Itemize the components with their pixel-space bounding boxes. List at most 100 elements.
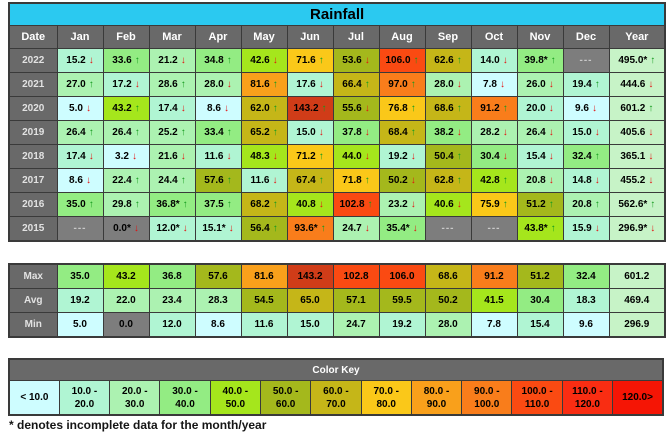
year-total-cell: 405.6 ↓ xyxy=(608,120,666,145)
rainfall-cell: 26.4 ↑ xyxy=(102,120,150,145)
key-bin-range-top: 90.0 - xyxy=(474,385,500,397)
rainfall-cell: 50.4 ↑ xyxy=(424,144,472,169)
up-arrow-icon: ↑ xyxy=(88,127,94,138)
rainfall-cell: 29.8 ↑ xyxy=(102,192,150,217)
rainfall-cell: 21.2 ↓ xyxy=(148,48,196,73)
up-arrow-icon: ↑ xyxy=(648,103,654,114)
down-arrow-icon: ↓ xyxy=(318,199,324,210)
cell-value: 71.8 xyxy=(342,175,362,186)
date-column-header: Date xyxy=(8,25,58,49)
column-header-aug: Aug xyxy=(378,25,426,49)
down-arrow-icon: ↓ xyxy=(133,223,139,234)
down-arrow-icon: ↓ xyxy=(499,79,505,90)
cell-value: 17.6 xyxy=(296,79,316,90)
rainfall-cell: 55.6 ↓ xyxy=(332,96,380,121)
stats-cell: 11.6 xyxy=(240,312,288,338)
rainfall-cell: 50.2 ↓ xyxy=(378,168,426,193)
down-arrow-icon: ↓ xyxy=(502,55,508,66)
down-arrow-icon: ↓ xyxy=(650,223,656,234)
rainfall-cell: --- xyxy=(470,216,518,242)
stats-cell: 43.2 xyxy=(102,263,150,289)
rainfall-cell: 68.2 ↑ xyxy=(240,192,288,217)
rainfall-cell: 76.8 ↑ xyxy=(378,96,426,121)
down-arrow-icon: ↓ xyxy=(180,55,186,66)
cell-value: 365.1 xyxy=(620,151,646,162)
stats-cell: 50.2 xyxy=(424,288,472,313)
column-header-nov: Nov xyxy=(516,25,564,49)
color-key-bin: 50.0 -60.0 xyxy=(259,380,312,416)
up-arrow-icon: ↑ xyxy=(502,175,508,186)
cell-value: 38.2 xyxy=(434,127,454,138)
up-arrow-icon: ↑ xyxy=(226,175,232,186)
down-arrow-icon: ↓ xyxy=(456,127,462,138)
year-total-cell: 562.6* ↑ xyxy=(608,192,666,217)
rainfall-cell: 30.4 ↓ xyxy=(470,144,518,169)
cell-value: 62.8 xyxy=(434,175,454,186)
down-arrow-icon: ↓ xyxy=(648,127,654,138)
down-arrow-icon: ↓ xyxy=(182,223,188,234)
up-arrow-icon: ↑ xyxy=(594,199,600,210)
rainfall-cell: 11.6 ↓ xyxy=(194,144,242,169)
table-row-2022: 2022 15.2 ↓ 33.6 ↑ 21.2 ↓ 34.8 ↑ 42.6 ↓ 71.6 ↑ 53.6 ↓ 1… xyxy=(8,48,666,73)
color-key-bin: 30.0 -40.0 xyxy=(159,380,211,416)
rainfall-cell: 17.4 ↓ xyxy=(148,96,196,121)
cell-value: 562.6* xyxy=(618,199,648,210)
table-row-2018: 2018 17.4 ↓ 3.2 ↓ 21.6 ↓ 11.6 ↓ 48.3 ↓ 71.2 ↑ 44.0 ↓ 19… xyxy=(8,144,666,169)
rainfall-cell: 8.6 ↓ xyxy=(194,96,242,121)
stats-row-min: Min 5.0 0.0 12.0 8.6 11.6 15.0 24.7 19.2 28.0 7.8 1… xyxy=(8,312,666,338)
rainfall-cell: 67.4 ↑ xyxy=(286,168,334,193)
table-row-2015: 2015 --- 0.0* ↓ 12.0* ↓ 15.1* ↓ 56.4 ↑ 93.6* ↑ 24.7 ↓… xyxy=(8,216,666,242)
cell-value: 17.2 xyxy=(112,79,132,90)
up-arrow-icon: ↑ xyxy=(226,55,232,66)
up-arrow-icon: ↑ xyxy=(272,199,278,210)
stats-cell: 23.4 xyxy=(148,288,196,313)
cell-value: 11.6 xyxy=(250,175,270,186)
column-header-jan: Jan xyxy=(56,25,104,49)
year-label: 2019 xyxy=(8,120,58,145)
up-arrow-icon: ↑ xyxy=(364,175,370,186)
cell-value: 68.4 xyxy=(388,127,408,138)
rainfall-cell: 48.3 ↓ xyxy=(240,144,288,169)
up-arrow-icon: ↑ xyxy=(594,151,600,162)
key-bin-range-top: 100.0 - xyxy=(521,385,553,397)
up-arrow-icon: ↑ xyxy=(182,199,188,210)
rainfall-cell: 8.6 ↓ xyxy=(56,168,104,193)
cell-value: 28.6 xyxy=(158,79,178,90)
rainfall-cell: 38.2 ↓ xyxy=(424,120,472,145)
color-key-bin: 20.0 -30.0 xyxy=(109,380,161,416)
cell-value: 33.6 xyxy=(112,55,132,66)
up-arrow-icon: ↑ xyxy=(550,223,556,234)
down-arrow-icon: ↓ xyxy=(648,151,654,162)
year-total-cell: 495.0* ↑ xyxy=(608,48,666,73)
table-row-2017: 2017 8.6 ↓ 22.4 ↑ 24.4 ↑ 57.6 ↑ 11.6 ↓ 67.4 ↑ 71.8 ↑ 50… xyxy=(8,168,666,193)
up-arrow-icon: ↑ xyxy=(548,199,554,210)
cell-value: 25.2 xyxy=(158,127,178,138)
cell-value: 97.0 xyxy=(388,79,408,90)
cell-value: 36.8* xyxy=(156,199,180,210)
stats-row-max: Max 35.0 43.2 36.8 57.6 81.6 143.2 102.8 106.0 68… xyxy=(8,263,666,289)
down-arrow-icon: ↓ xyxy=(648,175,654,186)
cell-value: 102.8 xyxy=(339,199,365,210)
footnote: * denotes incomplete data for the month/… xyxy=(9,418,267,432)
up-arrow-icon: ↑ xyxy=(367,199,373,210)
rainfall-cell: 42.6 ↓ xyxy=(240,48,288,73)
up-arrow-icon: ↑ xyxy=(180,79,186,90)
cell-value: 39.8* xyxy=(524,55,548,66)
rainfall-cell: 28.6 ↑ xyxy=(148,72,196,97)
up-arrow-icon: ↑ xyxy=(180,127,186,138)
rainfall-cell: 28.0 ↓ xyxy=(424,72,472,97)
cell-value: 11.6 xyxy=(204,151,224,162)
stats-cell: 296.9 xyxy=(608,312,666,338)
down-arrow-icon: ↓ xyxy=(272,151,278,162)
key-bin-range-top: 10.0 - xyxy=(71,385,98,397)
cell-value: 53.6 xyxy=(342,55,362,66)
cell-value: 67.4 xyxy=(296,175,316,186)
up-arrow-icon: ↑ xyxy=(550,55,556,66)
rainfall-cell: 15.0 ↓ xyxy=(286,120,334,145)
stats-cell: 18.3 xyxy=(562,288,610,313)
rainfall-cell: 36.8* ↑ xyxy=(148,192,196,217)
color-key-bin: 60.0 -70.0 xyxy=(310,380,362,416)
year-label: 2021 xyxy=(8,72,58,97)
rainfall-cell: 75.9 ↑ xyxy=(470,192,518,217)
